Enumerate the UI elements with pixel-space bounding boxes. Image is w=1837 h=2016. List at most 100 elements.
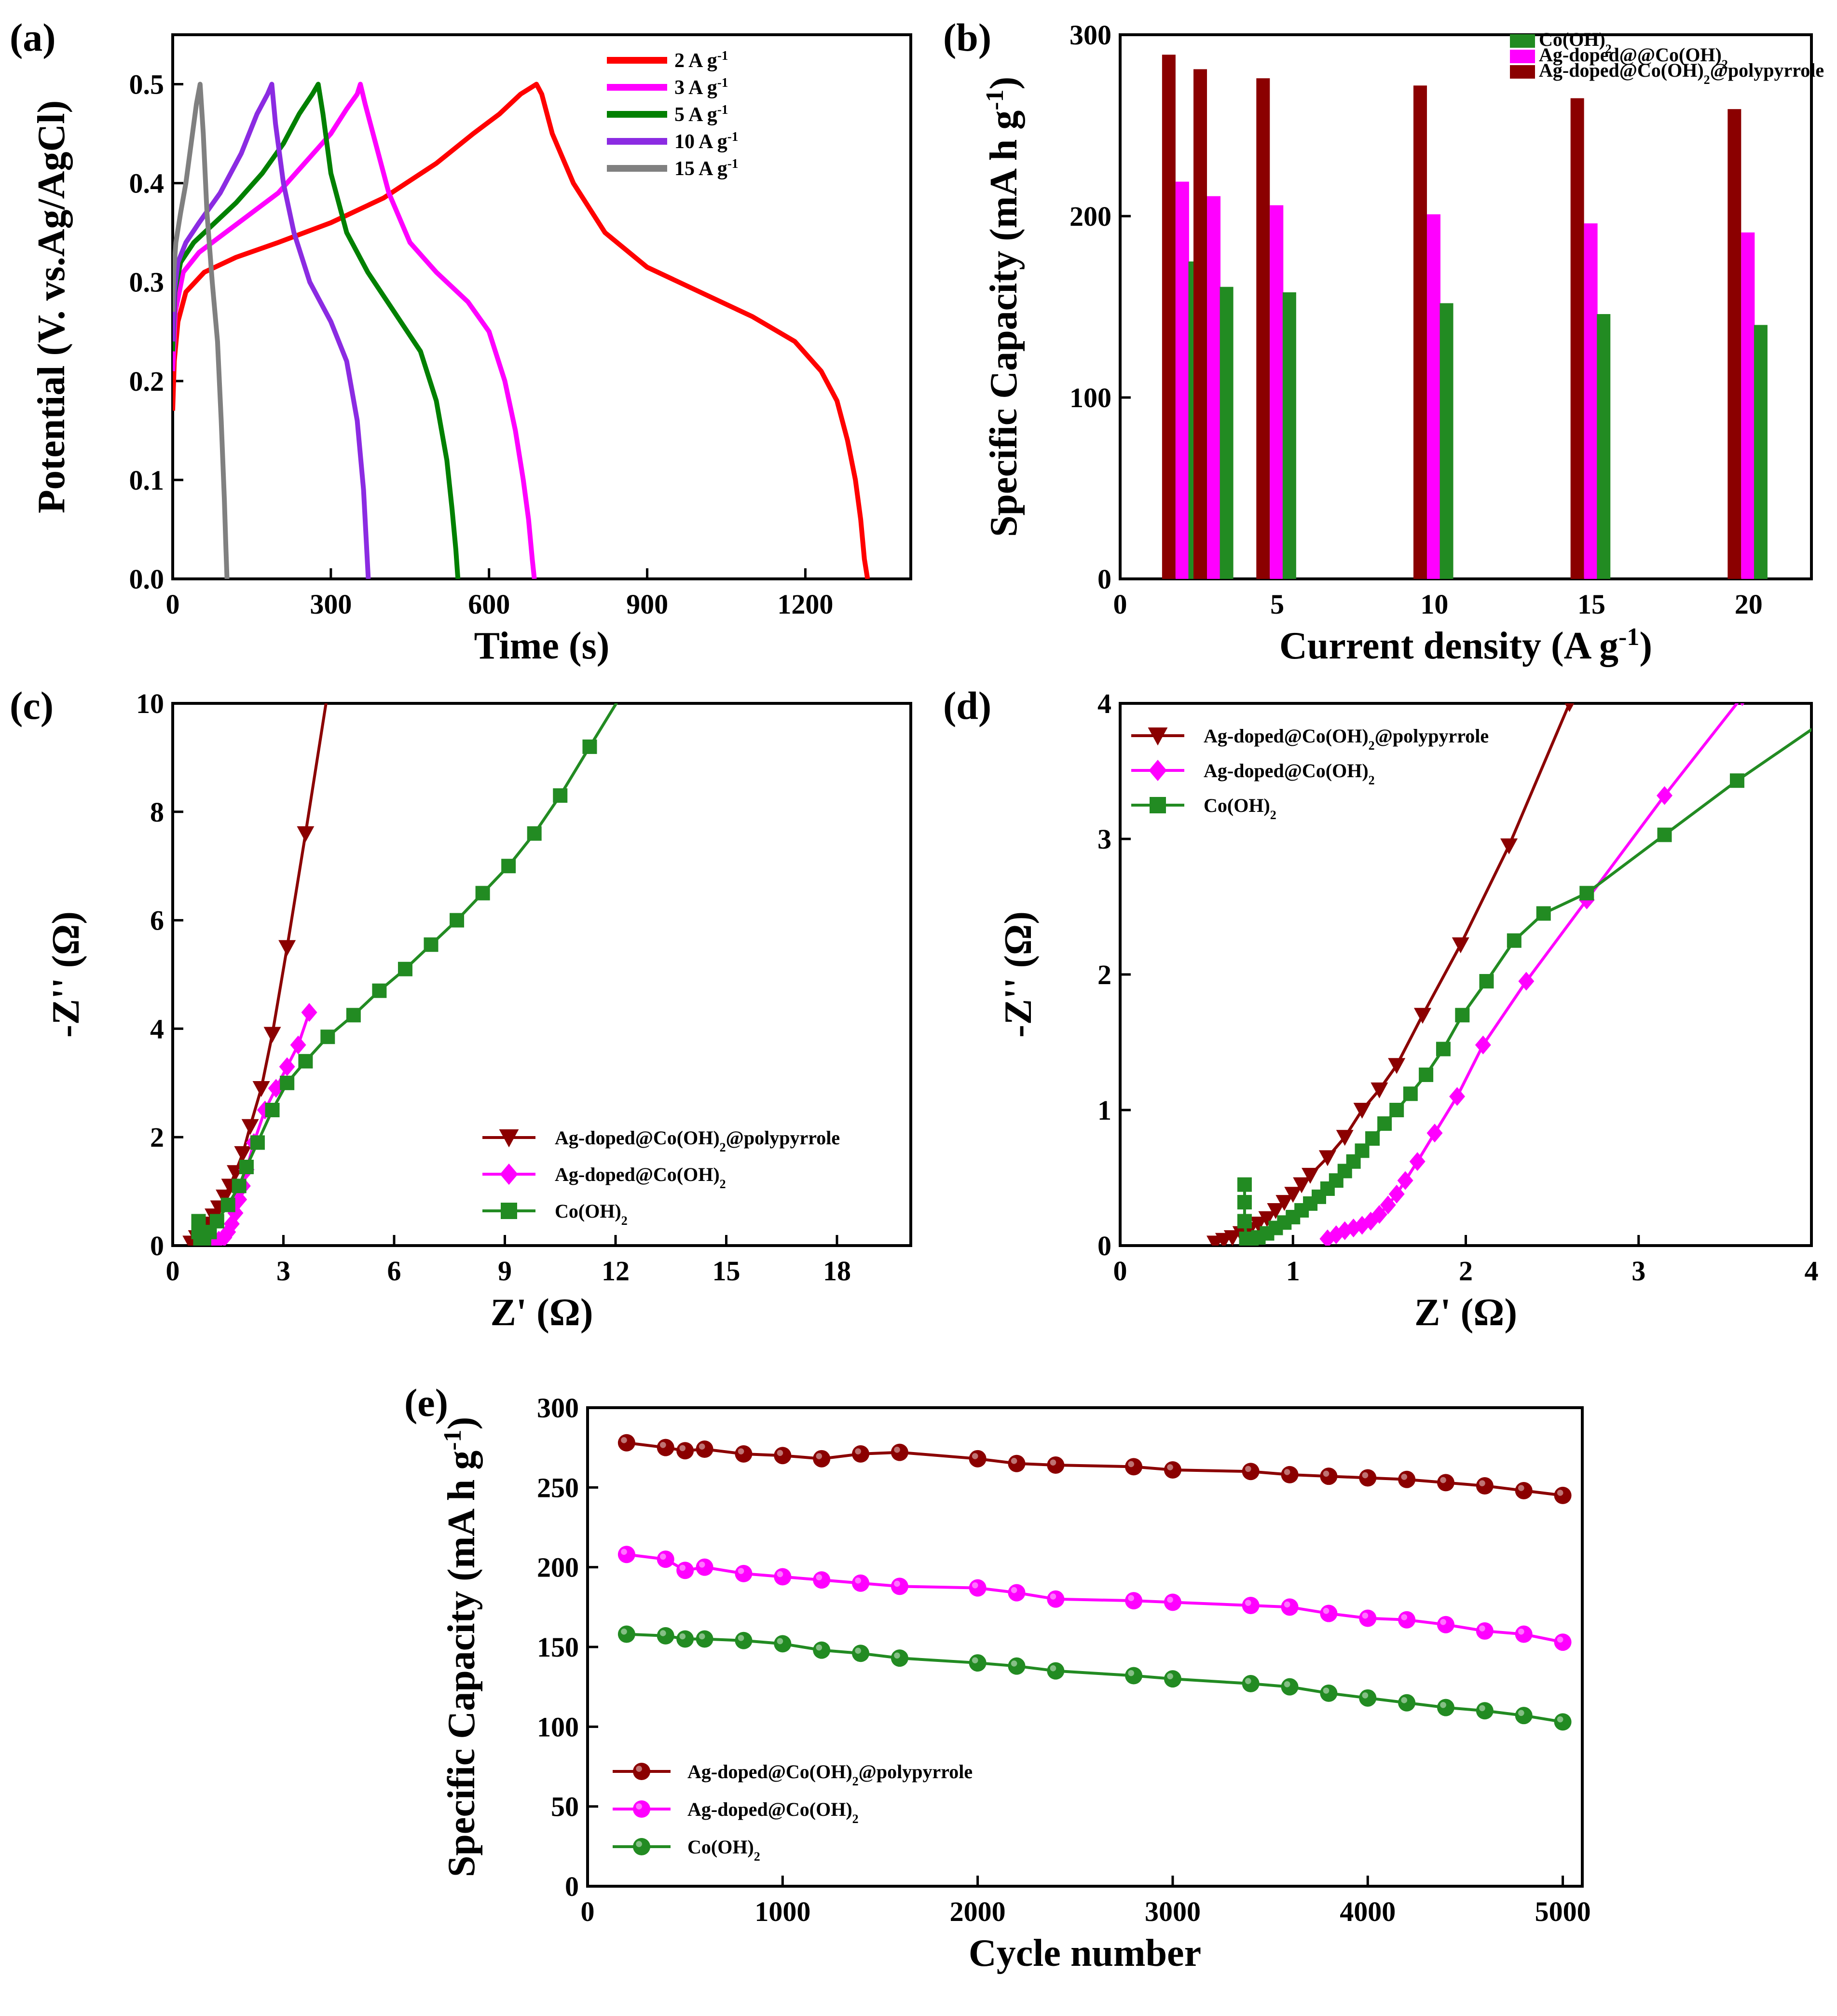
data-point — [1536, 906, 1551, 921]
data-point — [232, 1179, 247, 1193]
data-point — [1515, 1481, 1533, 1499]
y-tick-label: 8 — [150, 796, 164, 828]
y-tick-label: 0 — [565, 1871, 579, 1902]
data-point — [1237, 1195, 1252, 1210]
data-point — [1047, 1590, 1065, 1608]
data-point — [209, 1214, 224, 1229]
data-point — [1008, 1657, 1026, 1675]
legend-swatch — [1510, 34, 1535, 48]
legend-marker-highlight — [636, 1841, 642, 1847]
y-tick-label: 100 — [1069, 382, 1111, 413]
panel-label: (c) — [10, 684, 54, 727]
data-point — [346, 1008, 361, 1023]
legend-label: 10 A g-1 — [674, 129, 738, 153]
x-tick-label: 3 — [276, 1255, 290, 1287]
panel-e: 0 1000 2000 3000 4000 5000 0 50 100 150 200 250 300 (… — [404, 1381, 1591, 1975]
data-point — [1125, 1458, 1143, 1476]
legend-marker-highlight — [636, 1766, 642, 1772]
bar — [1162, 55, 1176, 579]
data-point — [657, 1627, 674, 1645]
data-point-highlight — [855, 1448, 861, 1454]
x-tick-label: 18 — [823, 1255, 851, 1287]
data-point — [1359, 1609, 1377, 1627]
y-tick-label: 0 — [1097, 563, 1111, 595]
data-point — [1293, 1177, 1311, 1193]
x-tick-label: 6 — [387, 1255, 401, 1287]
data-point-highlight — [1323, 1470, 1330, 1477]
data-point — [1476, 1622, 1494, 1640]
data-point — [1518, 972, 1535, 991]
panel-c: 0 3 6 9 12 15 18 0 2 4 6 8 10 (c) Z' (Ω) -Z'' (Ω) Ag-dop… — [10, 684, 912, 1334]
y-tick-label: 50 — [551, 1791, 579, 1823]
y-axis-title: Potential (V. vs.Ag/AgCl) — [30, 100, 73, 513]
y-axis-title: Specific Capacity (mA h g-1) — [439, 1417, 483, 1877]
data-point — [424, 937, 439, 952]
y-tick-label: 0.4 — [129, 168, 165, 199]
panel-label: (a) — [10, 15, 56, 59]
data-point — [1452, 937, 1469, 954]
data-point — [1242, 1597, 1260, 1615]
x-tick-label: 4 — [1805, 1255, 1819, 1287]
data-point — [1353, 1103, 1371, 1119]
data-point-highlight — [777, 1571, 783, 1577]
data-point — [297, 826, 315, 842]
y-axis-title: Specific Capacity (mA h g-1) — [981, 77, 1026, 537]
data-point — [1355, 1143, 1370, 1158]
data-point-highlight — [972, 1453, 978, 1459]
data-point — [1164, 1670, 1181, 1688]
series-line — [626, 1632, 1563, 1724]
data-point-highlight — [1401, 1474, 1408, 1480]
data-point — [676, 1630, 694, 1648]
series-line — [190, 703, 328, 1244]
legend-label: Co(OH)2 — [1539, 28, 1612, 56]
data-point — [1449, 1087, 1466, 1106]
x-tick-label: 10 — [1420, 589, 1448, 620]
data-point — [1318, 1150, 1336, 1166]
data-point — [1398, 1470, 1416, 1488]
data-point — [1125, 1592, 1143, 1610]
data-point-highlight — [699, 1633, 705, 1640]
data-point — [1479, 974, 1494, 989]
y-tick-label: 0 — [1097, 1230, 1111, 1262]
data-point — [1554, 1486, 1572, 1504]
y-tick-label: 10 — [136, 688, 164, 719]
data-point — [1409, 1152, 1426, 1171]
axes-frame — [1119, 702, 1813, 1247]
legend-marker — [500, 1163, 518, 1185]
bar — [1413, 85, 1427, 579]
legend-marker — [1148, 727, 1168, 746]
data-point — [1388, 1058, 1406, 1074]
data-point-highlight — [660, 1630, 666, 1636]
data-point-highlight — [894, 1446, 900, 1453]
data-point — [1515, 1625, 1533, 1643]
data-point — [813, 1571, 831, 1589]
data-point-highlight — [972, 1657, 978, 1663]
data-point — [616, 686, 630, 700]
data-point — [969, 1654, 987, 1672]
bar — [1207, 196, 1221, 579]
legend-label: Ag-doped@Co(OH)2 — [1204, 760, 1375, 787]
data-point — [279, 1057, 295, 1076]
x-tick-label: 0 — [166, 589, 180, 620]
data-point — [1320, 1684, 1338, 1702]
data-point — [969, 1579, 987, 1597]
data-point-highlight — [1518, 1628, 1524, 1635]
series-line-3 — [173, 82, 371, 579]
x-tick-label: 4000 — [1340, 1896, 1396, 1927]
data-point — [1398, 1694, 1416, 1712]
data-point — [1164, 1593, 1181, 1611]
legend-label: Ag-doped@Co(OH)2@polypyrrole — [1539, 59, 1824, 87]
data-point — [1398, 1611, 1416, 1629]
data-point-highlight — [1245, 1466, 1251, 1472]
series-line — [626, 1441, 1563, 1497]
data-point-highlight — [1284, 1601, 1290, 1608]
legend-label: 2 A g-1 — [674, 48, 728, 72]
data-point — [252, 1081, 270, 1097]
data-point — [735, 1445, 753, 1463]
data-point — [1397, 1171, 1413, 1190]
data-point-highlight — [1245, 1678, 1251, 1684]
legend-marker — [633, 1800, 650, 1818]
data-point — [290, 1035, 306, 1055]
data-point — [1258, 1211, 1276, 1227]
legend-swatch — [1510, 65, 1535, 79]
